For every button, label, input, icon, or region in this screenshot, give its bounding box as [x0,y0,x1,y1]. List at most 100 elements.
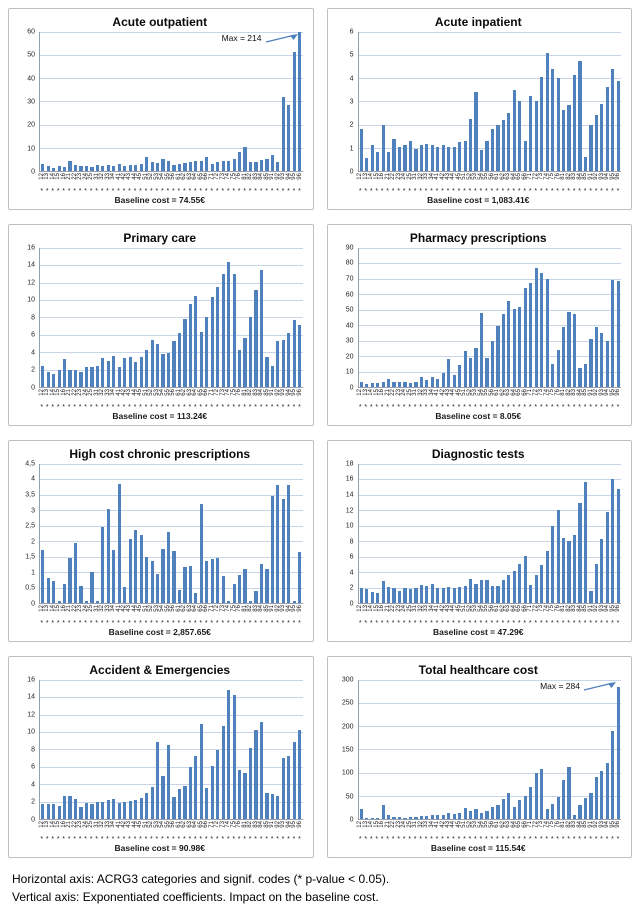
y-tick-label: 0 [31,384,35,392]
x-label-signif: * [380,620,384,627]
x-label: 33 * [423,604,429,627]
x-label: 22 * [72,820,78,843]
x-label-signif: * [155,188,159,195]
x-label-signif: * [221,620,225,627]
x-label: 71 * [527,172,533,195]
gridline [358,572,621,574]
x-label: 14 * [50,604,56,627]
bar-slot [539,464,544,603]
x-label: 34 * [429,172,435,195]
bar [365,158,369,171]
max-annotation-label: Max = 214 [221,32,262,43]
bar-slot [73,32,78,171]
x-label-signif: * [534,188,538,195]
x-label: 43 * [126,388,132,411]
x-label-signif: * [144,404,148,411]
x-label: 96 * [615,820,621,843]
bar-slot [616,248,621,387]
x-label: 84 * [577,172,583,195]
bar-slot [100,32,105,171]
x-label: 63 * [187,388,193,411]
max-annotation-label: Max = 284 [540,680,580,691]
bar-series [40,680,303,819]
x-label-signif: * [84,188,87,195]
bar-slot [424,680,429,819]
x-axis-labels: 12 * 13 * 14 * 15 * 16 * 21 * 22 * 23 * 24 * 25 * 31 * 32 * 33 * 3… [39,388,303,411]
x-label: 23 * [396,604,402,627]
x-label: 22 * [72,604,78,627]
y-tick-label: 0 [31,600,35,608]
bar-slot [281,680,286,819]
bar-slot [588,248,593,387]
x-label: 55 * [165,820,171,843]
x-label: 91 * [269,388,275,411]
bar [188,161,192,171]
x-label: 75 * [549,820,555,843]
x-label: 43 * [126,604,132,627]
x-label-signif: * [265,188,268,195]
bar [68,160,72,171]
x-label-signif: * [605,188,609,195]
bar-slot [100,248,105,387]
bar-slot [215,32,220,171]
x-label: 64 * [511,604,517,627]
bar [474,92,478,171]
bar [123,586,127,603]
bar [139,164,143,171]
bar-slot [446,680,451,819]
bar [112,550,116,603]
x-label: 25 * [88,388,94,411]
bar-slot [237,32,242,171]
bar [254,161,258,171]
x-label-signif: * [545,404,549,411]
bar-slot [264,464,269,603]
bar-slot [51,680,56,819]
bar [90,572,94,603]
y-tick-label: 0 [349,384,354,392]
x-label-signif: * [40,188,44,195]
bar-slot [397,680,402,819]
bar-slot [359,32,364,171]
x-label-signif: * [270,620,274,627]
x-label: 83 * [253,172,259,195]
x-label-signif: * [166,620,170,627]
bar-slot [89,680,94,819]
bar [216,558,220,603]
bar-slot [473,32,478,171]
x-label-signif: * [413,404,417,411]
x-label-signif: * [188,620,192,627]
x-label-signif: * [215,404,219,411]
bar [376,383,380,387]
x-label-signif: * [144,836,148,843]
x-label: 74 * [225,388,231,411]
x-label: 84 * [258,172,264,195]
y-tick-label: 12 [27,711,35,719]
bar [117,803,121,819]
x-label-signif: * [430,620,433,627]
bar [68,557,72,603]
bar-slot [517,32,522,171]
bar [298,730,302,819]
bar-slot [457,680,462,819]
x-label: 64 * [511,820,517,843]
bar-slot [430,32,435,171]
y-tick-label: 3 [349,98,354,106]
x-label-signif: * [133,404,137,411]
bar [425,144,429,171]
x-label-signif: * [512,188,516,195]
x-label: 16 * [379,388,385,411]
bar [57,805,61,819]
bar [589,792,593,819]
x-label-signif: * [463,620,466,627]
x-label: 83 * [253,820,259,843]
bar-slot [275,32,280,171]
bar-slot [430,680,435,819]
bar [501,579,505,603]
bar [490,586,495,603]
bar [414,148,418,171]
y-axis: 16 14 12 10 8 6 4 2 0 [17,676,39,823]
bar-slot [457,248,462,387]
x-label: 94 * [286,388,292,411]
x-label: 24 * [401,604,407,627]
bar-slot [149,248,154,387]
